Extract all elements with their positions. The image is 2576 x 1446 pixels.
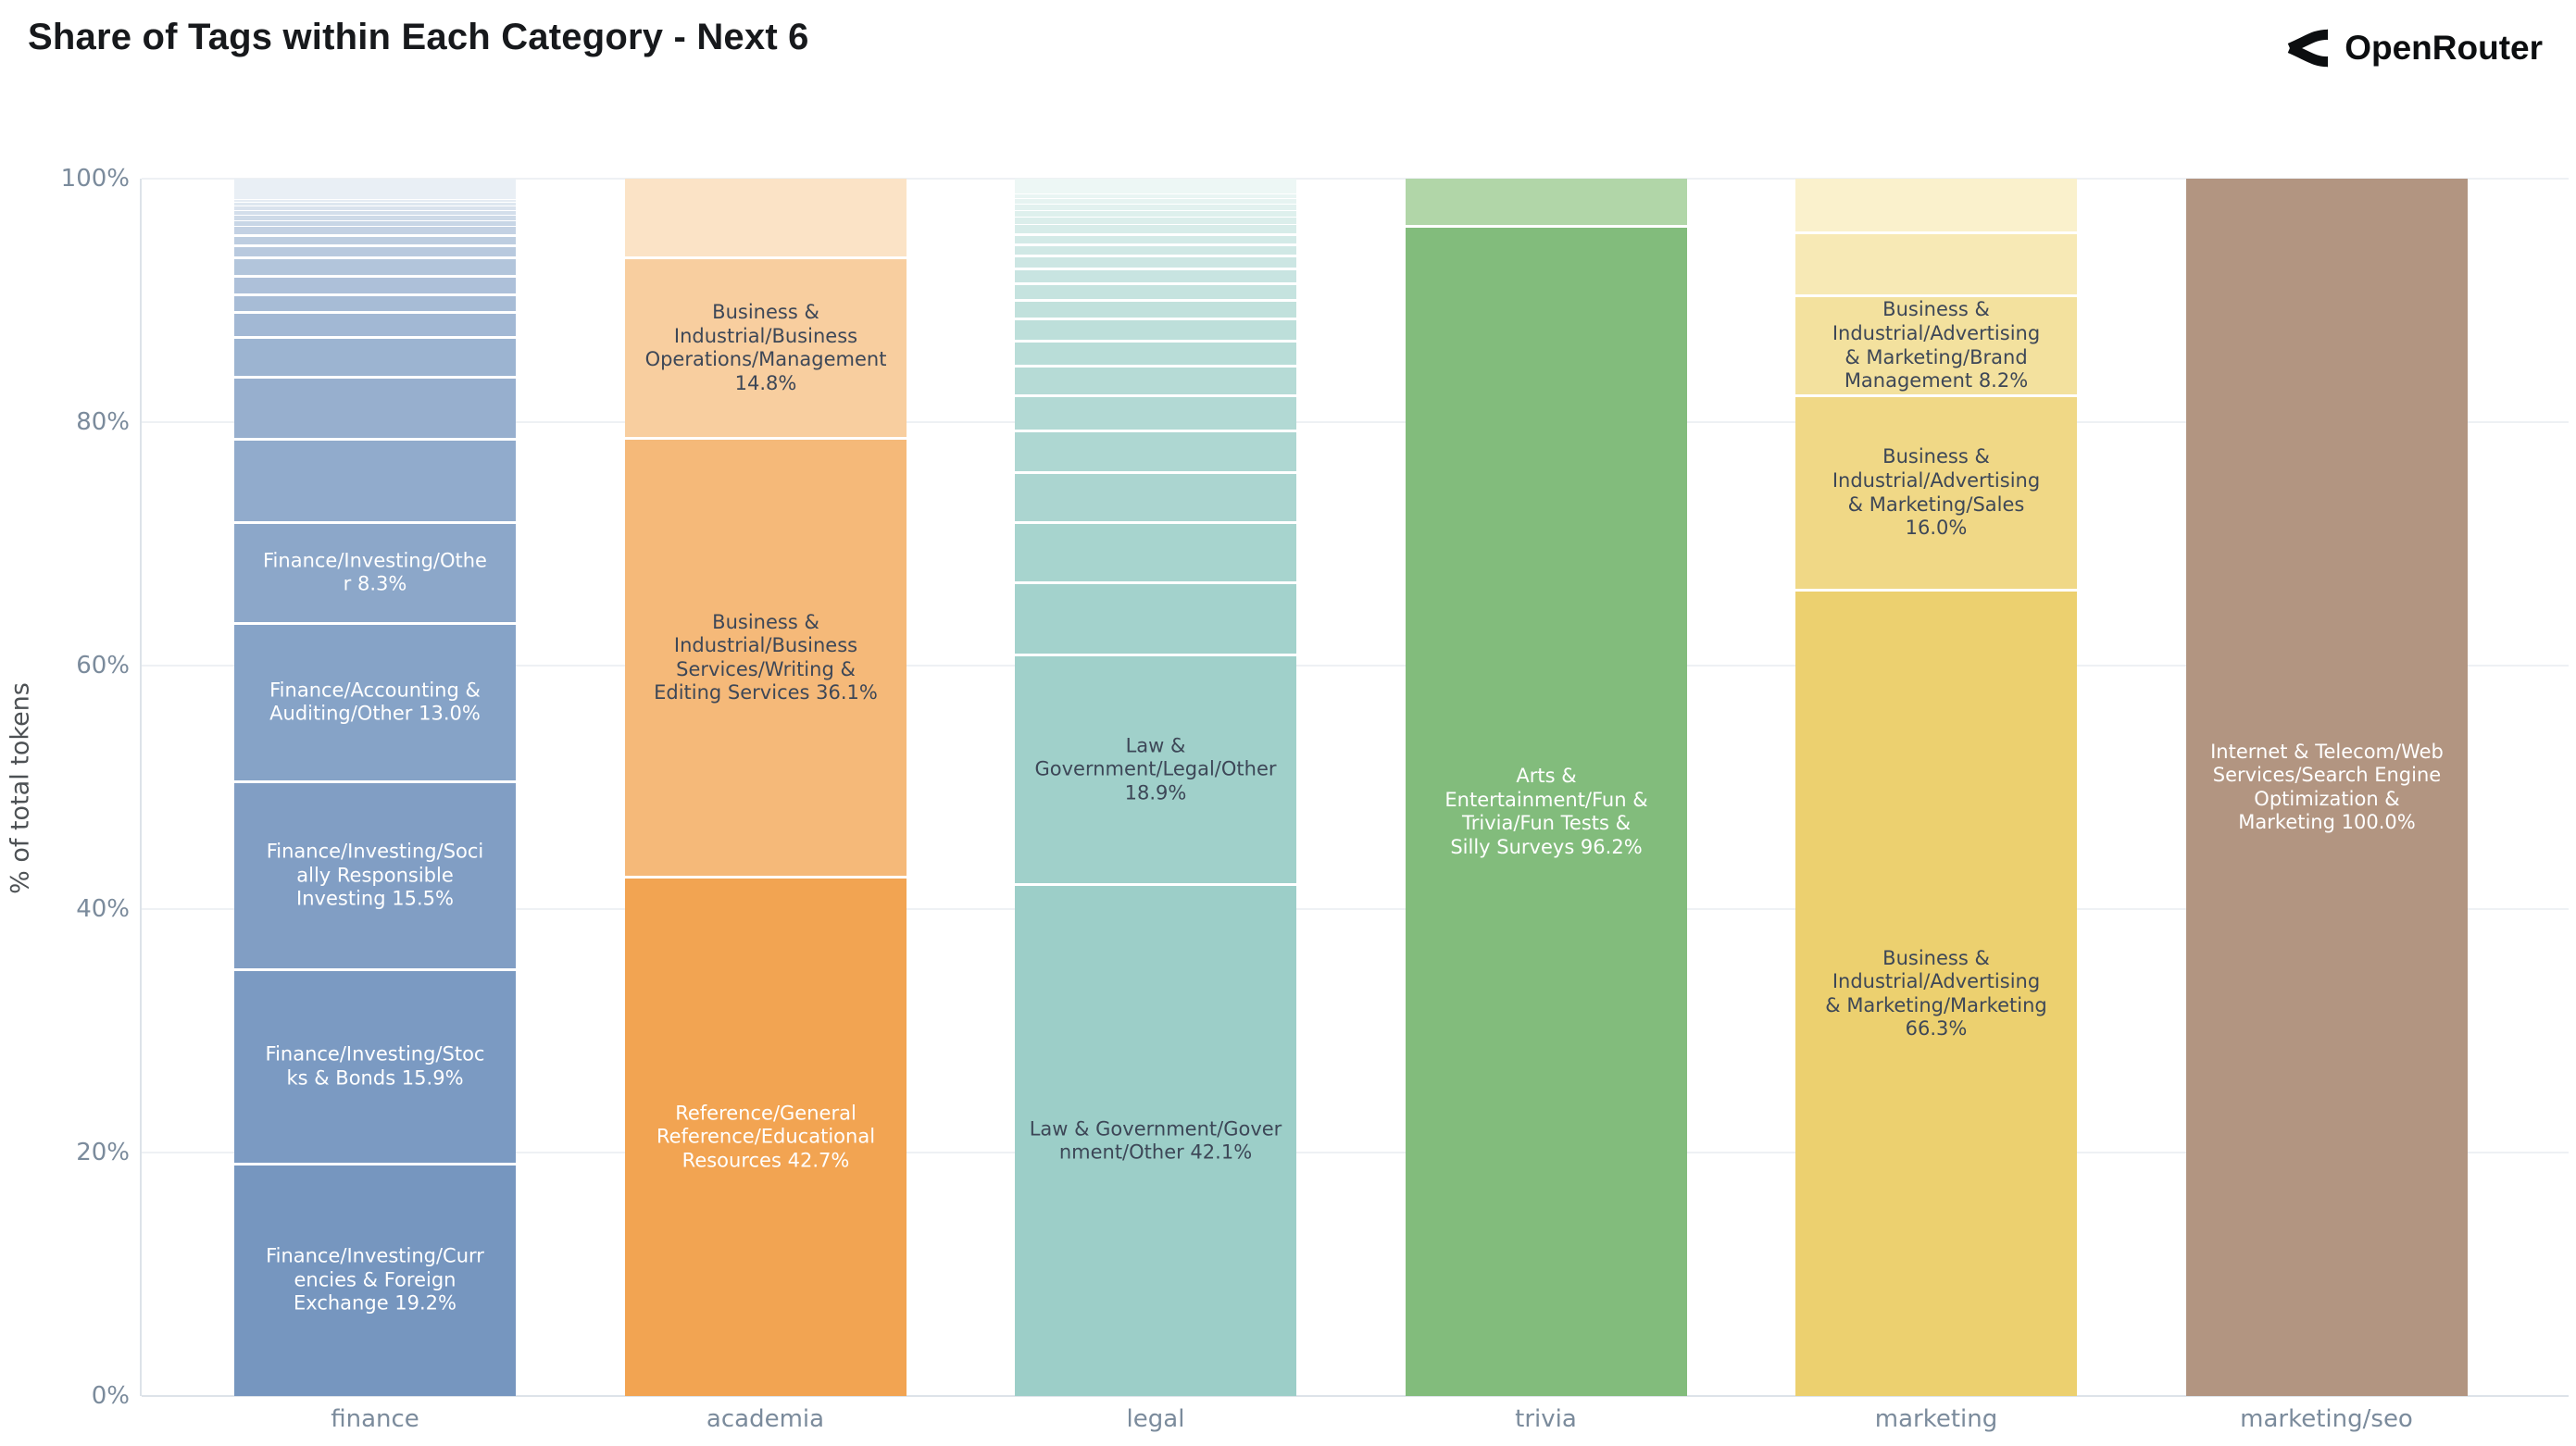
- bar-segment[interactable]: [234, 311, 516, 336]
- bar-segment-label: Business & Industrial/Business Services/Wr…: [654, 610, 878, 704]
- x-tick-label: academia: [706, 1405, 825, 1433]
- bar-segment-label: Business & Industrial/Advertising & Market…: [1825, 946, 2047, 1041]
- bar-segment[interactable]: [234, 214, 516, 220]
- bar-segment[interactable]: [234, 199, 516, 202]
- bar-segment-label: Finance/Investing/Soci ally Responsible In…: [266, 840, 484, 910]
- bar-segment-label: Law & Government/Gover nment/Other 42.1%: [1029, 1117, 1282, 1164]
- x-tick-label: trivia: [1515, 1405, 1577, 1433]
- bar-segment[interactable]: [1015, 298, 1296, 318]
- bar-segment[interactable]: [1015, 232, 1296, 243]
- gridline: [142, 421, 2569, 423]
- bar-segment[interactable]: [1795, 231, 2077, 294]
- bar-segment[interactable]: [234, 234, 516, 244]
- bar-segment[interactable]: [1015, 281, 1296, 299]
- bar-segment[interactable]: [234, 201, 516, 206]
- bar-segment-label: Business & Industrial/Business Operations/…: [644, 300, 887, 394]
- bar-segment[interactable]: [234, 274, 516, 293]
- bar-segment[interactable]: [234, 376, 516, 439]
- bar-segment[interactable]: Business & Industrial/Advertising & Market…: [1795, 393, 2077, 590]
- y-tick-label: 60%: [76, 652, 130, 679]
- bar-segment[interactable]: Finance/Investing/Othe r 8.3%: [234, 520, 516, 622]
- bar-segment[interactable]: [1015, 216, 1296, 224]
- bar-segment-label: Finance/Investing/Stoc ks & Bonds 15.9%: [265, 1042, 485, 1090]
- x-tick-label: marketing: [1874, 1405, 1998, 1433]
- bar-segment[interactable]: [234, 209, 516, 215]
- bar-segment[interactable]: [234, 256, 516, 275]
- bar-segment[interactable]: Law & Government/Gover nment/Other 42.1%: [1015, 883, 1296, 1396]
- bar-segment[interactable]: Arts & Entertainment/Fun & Trivia/Fun Test…: [1406, 224, 1687, 1396]
- bar-segment[interactable]: Reference/General Reference/Educational Re…: [625, 876, 907, 1396]
- bar-segment-label: Arts & Entertainment/Fun & Trivia/Fun Test…: [1444, 764, 1648, 858]
- y-tick-label: 100%: [60, 165, 130, 193]
- bar-segment[interactable]: [1015, 429, 1296, 471]
- y-tick-label: 80%: [76, 408, 130, 436]
- bar-segment[interactable]: [1015, 198, 1296, 204]
- openrouter-brand[interactable]: OpenRouter: [2285, 28, 2543, 69]
- x-tick-label: marketing/seo: [2240, 1405, 2413, 1433]
- bar-segment[interactable]: [1015, 209, 1296, 217]
- bar-segment[interactable]: Finance/Accounting & Auditing/Other 13.0%: [234, 621, 516, 780]
- y-tick-label: 0%: [91, 1382, 130, 1410]
- y-axis-line: [140, 179, 142, 1396]
- bar-segment[interactable]: [1015, 520, 1296, 582]
- bar-segment[interactable]: [234, 205, 516, 210]
- bar-segment-label: Business & Industrial/Advertising & Market…: [1832, 298, 2041, 392]
- y-tick-label: 40%: [76, 895, 130, 923]
- bar-segment[interactable]: Finance/Investing/Soci ally Responsible In…: [234, 779, 516, 969]
- bar-segment[interactable]: [1015, 193, 1296, 199]
- bar-segment[interactable]: Internet & Telecom/Web Services/Search En…: [2186, 179, 2468, 1396]
- bar-segment[interactable]: [234, 179, 516, 200]
- bar-segment[interactable]: [1015, 339, 1296, 366]
- bar-segment[interactable]: [1015, 223, 1296, 233]
- bar-segment-label: Reference/General Reference/Educational Re…: [656, 1102, 876, 1172]
- bar-segment[interactable]: [234, 335, 516, 377]
- bar-segment[interactable]: [1795, 179, 2077, 231]
- bar-segment[interactable]: Business & Industrial/Business Operations/…: [625, 256, 907, 437]
- bar-segment[interactable]: Finance/Investing/Curr encies & Foreign Ex…: [234, 1162, 516, 1396]
- x-tick-label: finance: [331, 1405, 419, 1433]
- bar-segment[interactable]: [1015, 365, 1296, 394]
- bar-segment-label: Internet & Telecom/Web Services/Search En…: [2210, 740, 2444, 834]
- bar-segment[interactable]: [1406, 179, 1687, 225]
- bar-segment-label: Law & Government/Legal/Other 18.9%: [1034, 734, 1277, 804]
- bar-segment-label: Finance/Accounting & Auditing/Other 13.0%: [269, 679, 481, 725]
- bar-segment-label: Finance/Investing/Othe r 8.3%: [263, 548, 487, 595]
- bar-segment[interactable]: Business & Industrial/Advertising & Market…: [1795, 293, 2077, 394]
- bar-segment-label: Finance/Investing/Curr encies & Foreign Ex…: [266, 1244, 484, 1315]
- bar-segment[interactable]: [1015, 267, 1296, 282]
- bar-segment[interactable]: [1015, 581, 1296, 654]
- bar-segment[interactable]: [1015, 255, 1296, 268]
- brand-name: OpenRouter: [2345, 29, 2543, 67]
- gridline: [142, 665, 2569, 667]
- gridline: [142, 908, 2569, 910]
- bar-segment-label: Business & Industrial/Advertising & Market…: [1832, 445, 2041, 540]
- bar-segment[interactable]: [1015, 317, 1296, 340]
- x-tick-label: legal: [1126, 1405, 1185, 1433]
- bar-segment[interactable]: [1015, 243, 1296, 256]
- bar-segment[interactable]: Finance/Investing/Stoc ks & Bonds 15.9%: [234, 968, 516, 1163]
- y-axis-title: % of total tokens: [6, 682, 35, 894]
- bar-segment[interactable]: [1015, 470, 1296, 521]
- bar-segment[interactable]: Business & Industrial/Business Services/Wr…: [625, 436, 907, 877]
- bar-segment[interactable]: [234, 226, 516, 235]
- bar-segment[interactable]: Law & Government/Legal/Other 18.9%: [1015, 653, 1296, 884]
- gridline: [142, 1152, 2569, 1153]
- bar-segment[interactable]: [625, 179, 907, 257]
- bar-segment[interactable]: [1015, 179, 1296, 193]
- x-axis-line: [142, 1395, 2569, 1397]
- page-title: Share of Tags within Each Category - Nex…: [28, 17, 809, 57]
- bar-segment[interactable]: Business & Industrial/Advertising & Market…: [1795, 589, 2077, 1396]
- gridline: [142, 178, 2569, 180]
- bar-segment[interactable]: [1015, 393, 1296, 430]
- y-tick-label: 20%: [76, 1139, 130, 1166]
- bar-segment[interactable]: [234, 219, 516, 227]
- bar-segment[interactable]: [234, 438, 516, 521]
- bar-segment[interactable]: [234, 293, 516, 312]
- bar-segment[interactable]: [234, 244, 516, 257]
- bar-segment[interactable]: [1015, 203, 1296, 210]
- openrouter-logo-icon: [2285, 28, 2330, 69]
